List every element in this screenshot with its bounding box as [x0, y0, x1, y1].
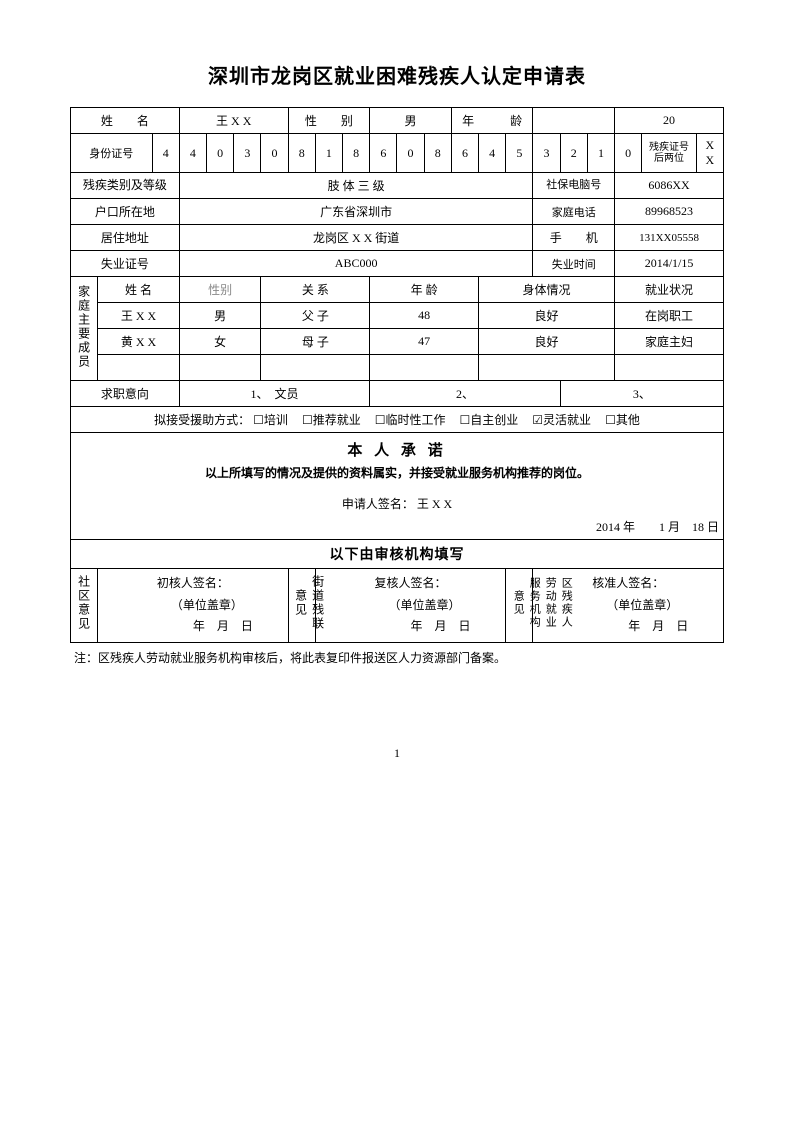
- fm-header-health: 身体情况: [479, 277, 615, 303]
- id-digit: 0: [397, 134, 424, 173]
- id-digit: 4: [152, 134, 179, 173]
- fm-gender: 男: [179, 303, 261, 329]
- label-cert-last2: 残疾证号后两位: [642, 134, 696, 173]
- fm-health: 良好: [479, 303, 615, 329]
- fm-header-relation: 关 系: [261, 277, 370, 303]
- fm-header-age: 年 龄: [370, 277, 479, 303]
- label-name: 姓 名: [71, 108, 180, 134]
- id-digit: 0: [207, 134, 234, 173]
- id-digit: 5: [506, 134, 533, 173]
- value-dis-type: 肢 体 三 级: [179, 173, 533, 199]
- assist-option: ☐推荐就业: [302, 413, 361, 427]
- id-digit: 1: [315, 134, 342, 173]
- id-digit: 8: [424, 134, 451, 173]
- id-digit: 3: [533, 134, 560, 173]
- assist-option: ☐其他: [605, 413, 640, 427]
- value-hukou: 广东省深圳市: [179, 199, 533, 225]
- review-col3-label: 区残疾人劳动就业服务机构意见: [506, 569, 533, 643]
- promise-body: 以上所填写的情况及提供的资料属实，并接受就业服务机构推荐的岗位。: [75, 464, 719, 481]
- id-digit: 0: [261, 134, 288, 173]
- label-job-intent: 求职意向: [71, 381, 180, 407]
- review-col2-body: 复核人签名： （单位盖章） 年 月 日: [315, 569, 505, 643]
- fm-relation: 父 子: [261, 303, 370, 329]
- assist-option: ☐培训: [253, 413, 288, 427]
- fm-age: 48: [370, 303, 479, 329]
- fm-job: 家庭主妇: [615, 329, 724, 355]
- label-dis-type: 残疾类别及等级: [71, 173, 180, 199]
- fm-gender: 女: [179, 329, 261, 355]
- value-home-phone: 89968523: [615, 199, 724, 225]
- id-digit: 8: [343, 134, 370, 173]
- review-header: 以下由审核机构填写: [71, 540, 724, 569]
- review-col2-label: 街道残联意见: [288, 569, 315, 643]
- assist-option: ☐自主创业: [460, 413, 519, 427]
- value-unemp-no: ABC000: [179, 251, 533, 277]
- promise-title: 本 人 承 诺: [75, 439, 719, 460]
- value-mobile: 131XX05558: [615, 225, 724, 251]
- page-title: 深圳市龙岗区就业困难残疾人认定申请表: [70, 60, 724, 89]
- footnote: 注：区残疾人劳动就业服务机构审核后，将此表复印件报送区人力资源部门备案。: [74, 649, 724, 666]
- label-family-members: 家庭主要成员: [71, 277, 98, 381]
- label-home-phone: 家庭电话: [533, 199, 615, 225]
- promise-date: 2014 年 1 月 18 日: [75, 518, 719, 535]
- value-age: 20: [615, 108, 724, 134]
- review-col1-label: 社区意见: [71, 569, 98, 643]
- label-unemp-no: 失业证号: [71, 251, 180, 277]
- value-addr: 龙岗区 X X 街道: [179, 225, 533, 251]
- value-ss-no: 6086XX: [615, 173, 724, 199]
- assist-option: ☐临时性工作: [375, 413, 446, 427]
- label-hukou: 户口所在地: [71, 199, 180, 225]
- label-age: 年 龄: [451, 108, 533, 134]
- review-col1-body: 初核人签名： （单位盖章） 年 月 日: [98, 569, 288, 643]
- label-ss-no: 社保电脑号: [533, 173, 615, 199]
- fm-job: 在岗职工: [615, 303, 724, 329]
- assist-prefix: 拟接受援助方式：: [154, 413, 250, 427]
- id-digit: 3: [234, 134, 261, 173]
- value-unemp-time: 2014/1/15: [615, 251, 724, 277]
- id-digit: 8: [288, 134, 315, 173]
- id-digit: 2: [560, 134, 587, 173]
- applicant-sign-name: 王 X X: [417, 497, 452, 511]
- fm-name: 黄 X X: [98, 329, 180, 355]
- label-addr: 居住地址: [71, 225, 180, 251]
- page-number: 1: [70, 746, 724, 761]
- label-gender: 性 别: [288, 108, 370, 134]
- id-digit: 6: [451, 134, 478, 173]
- fm-header-name: 姓 名: [98, 277, 180, 303]
- intent-3: 3、: [560, 381, 723, 407]
- fm-health: 良好: [479, 329, 615, 355]
- applicant-sign-label: 申请人签名：: [342, 497, 414, 511]
- label-unemp-time: 失业时间: [533, 251, 615, 277]
- id-digit: 4: [179, 134, 206, 173]
- value-name: 王 X X: [179, 108, 288, 134]
- fm-relation: 母 子: [261, 329, 370, 355]
- id-digit: 4: [479, 134, 506, 173]
- intent-2: 2、: [370, 381, 560, 407]
- assist-option: ☑灵活就业: [532, 413, 591, 427]
- fm-header-gender: 性别: [179, 277, 261, 303]
- assist-options-row: 拟接受援助方式： ☐培训 ☐推荐就业 ☐临时性工作 ☐自主创业 ☑灵活就业 ☐其他: [71, 407, 724, 433]
- intent-1: 1、 文员: [179, 381, 369, 407]
- promise-cell: 本 人 承 诺 以上所填写的情况及提供的资料属实，并接受就业服务机构推荐的岗位。…: [71, 433, 724, 540]
- id-digit: 6: [370, 134, 397, 173]
- fm-name: 王 X X: [98, 303, 180, 329]
- id-digit: 0: [615, 134, 642, 173]
- id-digit: 1: [587, 134, 614, 173]
- label-id-no: 身份证号: [71, 134, 153, 173]
- value-gender: 男: [370, 108, 452, 134]
- fm-age: 47: [370, 329, 479, 355]
- value-cert-last2: X X: [696, 134, 723, 173]
- application-form-table: 姓 名 王 X X 性 别 男 年 龄 20 身份证号 4 4 0 3 0 8 …: [70, 107, 724, 643]
- label-mobile: 手 机: [533, 225, 615, 251]
- fm-empty: [98, 355, 180, 381]
- fm-header-job: 就业状况: [615, 277, 724, 303]
